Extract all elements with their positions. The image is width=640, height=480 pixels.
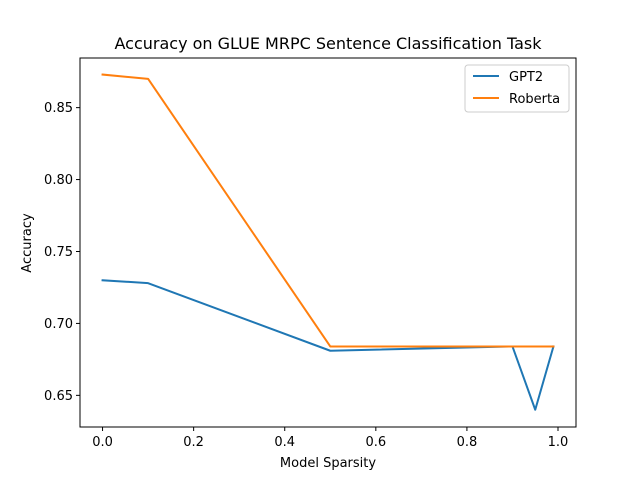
series-line-gpt2	[101, 279, 555, 411]
plot-area: 0.0 0.2 0.4 0.6 0.8 1.0 0.65 0.70 0.75 0.80 0.85	[44, 57, 577, 450]
series-line-roberta	[101, 73, 555, 348]
x-tick-label: 0.6	[365, 435, 386, 450]
legend-label-roberta: Roberta	[509, 92, 560, 107]
y-tick-label: 0.70	[44, 317, 73, 332]
chart-title: Accuracy on GLUE MRPC Sentence Classific…	[114, 34, 542, 53]
x-tick-label: 1.0	[548, 435, 569, 450]
x-tick-label: 0.2	[183, 435, 204, 450]
x-axis-title: Model Sparsity	[280, 456, 376, 471]
legend: GPT2 Roberta	[464, 64, 570, 113]
axes-frame	[79, 57, 577, 428]
y-tick-label: 0.80	[44, 173, 73, 188]
y-axis-title: Accuracy	[20, 213, 35, 273]
x-tick-label: 0.8	[457, 435, 478, 450]
x-tick-label: 0.4	[274, 435, 295, 450]
legend-label-gpt2: GPT2	[509, 70, 543, 85]
y-tick-label: 0.75	[44, 245, 73, 260]
y-tick-label: 0.85	[44, 101, 73, 116]
y-tick-label: 0.65	[44, 389, 73, 404]
x-tick-label: 0.0	[92, 435, 113, 450]
